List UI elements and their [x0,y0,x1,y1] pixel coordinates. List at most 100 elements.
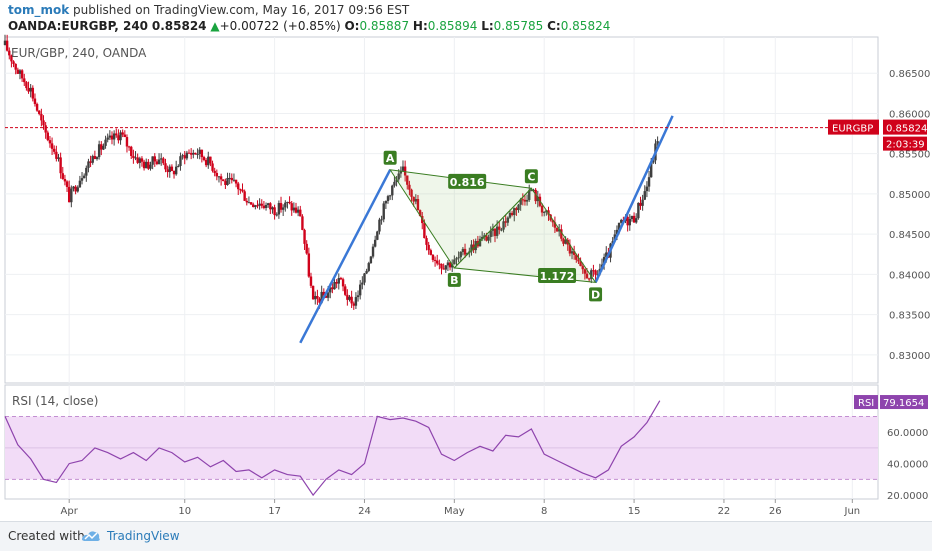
candle-body [557,229,561,232]
candle-body [50,143,54,149]
candle-body [493,228,497,236]
candle-body [303,229,306,244]
candle-body [20,70,24,79]
candle-body [528,190,531,200]
candle-body [18,70,22,74]
candle-body [337,278,340,284]
symbol-price-tag [828,119,879,135]
candle-body [322,291,326,296]
candle-body [232,179,236,181]
candle-body [585,273,589,279]
candle-body [498,226,501,230]
rsi-tick-label: 60.0000 [887,428,928,439]
candle-body [243,191,246,201]
candle-body [397,173,400,180]
candle-body [378,219,381,232]
candle-body [275,214,278,216]
candle-body [416,199,420,211]
candle-body [414,199,418,202]
candle-body [463,248,467,255]
candle-body [89,161,92,163]
rsi-axis[interactable]: 60.0000 40.0000 20.0000 RSI 79.1654 [854,395,928,502]
candle-body [172,170,176,175]
candle-body [515,208,518,211]
candle-body [142,161,146,169]
candle-body [117,135,120,141]
candle-body [130,146,133,156]
candle-body [196,154,199,156]
candle-body [294,207,298,213]
candle-body [213,170,216,173]
candle-body [38,110,41,114]
candle-body [547,210,550,215]
candle-body [543,211,546,213]
candle-body [204,160,208,166]
candle-body [16,69,20,74]
candle-body [489,230,492,237]
open-value: 0.85887 [359,19,410,33]
price-axis[interactable]: 0.86500 0.86000 0.85500 0.85000 0.84500 0.840… [828,69,930,362]
candle-body [410,189,413,197]
author-link[interactable]: tom_mok [8,3,70,17]
price-tick-label: 0.85500 [889,150,930,161]
time-tick-label: 17 [268,506,281,517]
candle-body [202,157,206,161]
candle-body [219,176,223,180]
candle-body [564,239,567,244]
candle-body [314,295,317,300]
candle-body [217,176,221,178]
candle-body [647,177,651,187]
candle-body [331,287,334,290]
abcd-pattern[interactable]: A B C D 0.816 1.172 [383,150,603,302]
price-tick-label: 0.83000 [889,351,930,362]
tradingview-brand-link[interactable]: TradingView [107,529,180,543]
candle-body [153,156,156,162]
candle-body [25,82,28,89]
candle-body [127,146,131,148]
candle-body [215,172,219,177]
time-axis[interactable]: Apr 10 17 24 May 8 15 22 26 Jun [61,499,861,517]
candle-body [356,295,360,298]
candle-body [341,279,345,287]
pattern-ratio-badge [448,173,487,189]
candle-body [570,251,574,254]
candle-body [31,87,35,99]
candle-body [211,163,214,171]
candle-body [290,203,293,211]
candle-body [384,201,388,204]
trendlines[interactable] [299,115,674,344]
candle-body [301,216,304,230]
trendline [594,115,674,283]
candle-body [179,156,182,166]
rsi-value-tag [880,395,928,410]
candle-body [391,185,394,196]
publish-line: tom_mok published on TradingView.com, Ma… [8,3,409,17]
price-chart[interactable]: A B C D 0.816 1.172 0.86500 0.86000 0.85500 0.85… [0,0,932,521]
candle-body [455,258,458,260]
candle-body [502,221,505,230]
pattern-triangle-bcd [453,187,597,284]
candle-body [645,186,649,192]
candle-body [483,235,486,237]
candle-body [307,253,311,277]
candle-body [635,218,638,223]
pattern-point-badge [589,287,603,302]
candle-body [149,164,152,169]
candle-body [470,244,473,252]
candle-body [371,246,375,257]
candle-body [361,282,364,285]
close-value: 0.85824 [560,19,611,33]
rsi-tick-label: 20.0000 [887,491,928,502]
candle-body [583,269,587,274]
candle-body [155,161,159,165]
candle-body [465,253,469,255]
candle-body [157,159,161,165]
candle-body [136,157,139,163]
candle-body [534,189,537,202]
candle-body [23,78,26,83]
quote-line: OANDA:EURGBP, 240 0.85824 ▲+0.00722 (+0.… [8,19,610,33]
candle-body [513,208,516,216]
candle-body [388,195,392,197]
candle-body [256,205,259,207]
candle-body [630,215,634,220]
